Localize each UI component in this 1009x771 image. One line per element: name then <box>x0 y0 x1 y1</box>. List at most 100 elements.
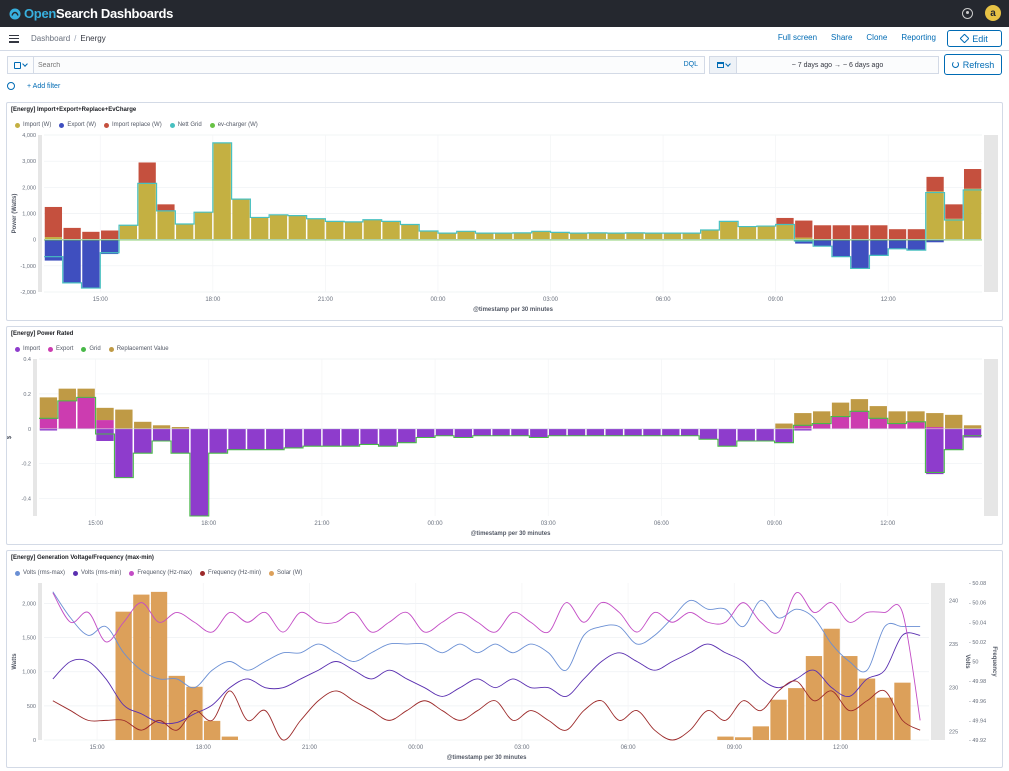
bar-solar <box>841 656 858 740</box>
bar-import <box>513 232 532 240</box>
bar-import <box>115 428 133 478</box>
legend-dot <box>15 346 20 352</box>
bar-solar <box>168 675 185 740</box>
bar-export <box>926 427 944 429</box>
bar-solar <box>805 656 823 740</box>
x-tick-label: 15:00 <box>88 521 104 527</box>
bar-import <box>382 221 400 240</box>
edit-button[interactable]: Edit <box>947 30 1002 47</box>
bar-replacement-value <box>58 388 76 401</box>
legend-item[interactable]: Solar (W) <box>269 570 302 576</box>
bar-import-replace <box>795 220 813 238</box>
y-tick-label: 1,000 <box>22 212 36 218</box>
bar-export <box>832 239 850 257</box>
bar-import-replace <box>157 204 175 211</box>
legend-item[interactable]: ev-charger (W) <box>209 122 258 128</box>
x-tick-label: 03:00 <box>514 745 530 751</box>
legend-item[interactable]: Export <box>48 346 73 352</box>
legend-dot <box>108 346 114 352</box>
legend-item[interactable]: Replacement Value <box>108 346 169 352</box>
range-edge-right <box>984 359 998 516</box>
bar-import <box>680 428 699 436</box>
bar-solar <box>735 737 752 740</box>
date-arrow: → <box>834 61 841 69</box>
bar-replacement-value <box>152 425 171 429</box>
bar-import <box>701 229 719 240</box>
date-from[interactable]: ~ 7 days ago <box>791 61 833 69</box>
app-header: Dashboard / Energy Full screen Share Clo… <box>0 27 1009 51</box>
bar-import <box>134 428 152 454</box>
dql-toggle[interactable]: DQL <box>683 61 698 68</box>
add-filter-button[interactable]: + Add filter <box>27 82 61 90</box>
legend-item[interactable]: Export (W) <box>59 122 96 128</box>
bar-import-replace <box>776 217 794 225</box>
bar-replacement-value <box>794 413 812 426</box>
line-volts-min <box>52 632 921 725</box>
x-tick-label: 15:00 <box>93 297 109 303</box>
legend-item[interactable]: Frequency (Hz-max) <box>129 570 192 576</box>
legend-item[interactable]: Import (W) <box>15 122 51 128</box>
bar-import <box>326 221 344 240</box>
line-frequency-min <box>52 680 921 741</box>
bar-import <box>511 428 529 436</box>
clone-link[interactable]: Clone <box>866 33 888 42</box>
filter-icon[interactable] <box>7 82 15 90</box>
bar-replacement-value <box>115 409 133 429</box>
x-tick-label: 03:00 <box>543 297 559 303</box>
legend-item[interactable]: Grid <box>81 346 101 352</box>
x-tick-label: 09:00 <box>768 297 784 303</box>
legend-item[interactable]: Import <box>15 346 40 352</box>
bar-import <box>266 428 284 450</box>
search-input[interactable] <box>38 61 638 69</box>
bar-import <box>398 428 416 443</box>
legend-label: Volts (rms-min) <box>81 570 122 576</box>
bar-import <box>626 232 644 240</box>
reporting-link[interactable]: Reporting <box>901 33 936 42</box>
bar-import-replace <box>82 231 100 240</box>
bar-solar <box>823 628 840 740</box>
help-icon[interactable] <box>962 7 973 19</box>
refresh-button[interactable]: Refresh <box>944 54 1002 75</box>
full-screen-link[interactable]: Full screen <box>777 33 818 42</box>
bar-import-replace <box>63 227 81 240</box>
bar-import-replace <box>963 169 982 189</box>
volts-tick-label: 230 <box>949 686 958 692</box>
opensearch-logo[interactable]: OpenSearch Dashboards <box>9 6 173 21</box>
frequency-tick-label: - 50.04 <box>969 620 986 626</box>
line-volts-max <box>52 591 921 689</box>
bar-export <box>58 400 76 429</box>
bar-solar <box>717 736 734 740</box>
y-tick-label: 2,000 <box>22 185 36 191</box>
bar-import <box>119 225 138 240</box>
share-link[interactable]: Share <box>831 33 853 42</box>
saved-query-button[interactable] <box>8 57 34 73</box>
bar-import <box>190 428 208 516</box>
bar-replacement-value <box>907 411 925 422</box>
y-tick-label: 2,000 <box>22 601 36 607</box>
bar-import <box>416 428 435 438</box>
bar-import <box>738 226 757 240</box>
menu-icon[interactable] <box>9 34 19 43</box>
legend-item[interactable]: Frequency (Hz-min) <box>200 570 261 576</box>
breadcrumb-dashboard[interactable]: Dashboard <box>31 34 71 43</box>
legend-item[interactable]: Import replace (W) <box>104 122 162 128</box>
bar-import <box>586 428 605 436</box>
top-nav-bar: OpenSearch Dashboards a <box>0 0 1009 27</box>
bar-import <box>435 428 454 436</box>
legend-item[interactable]: Nett Grid <box>169 122 202 128</box>
legend-item[interactable]: Volts (rms-max) <box>15 570 65 576</box>
y-tick-label: -1,000 <box>20 264 36 270</box>
legend-item[interactable]: Volts (rms-min) <box>73 570 121 576</box>
y-tick-label: 1,500 <box>22 636 36 642</box>
x-tick-label: 21:00 <box>318 297 334 303</box>
bar-import <box>344 221 363 240</box>
quick-select-button[interactable] <box>710 57 737 73</box>
user-avatar[interactable]: a <box>985 5 1001 21</box>
x-tick-label: 15:00 <box>90 745 106 751</box>
bar-import <box>926 191 944 240</box>
y-tick-label: 0 <box>33 238 36 244</box>
breadcrumb: Dashboard / Energy <box>31 34 106 43</box>
date-to[interactable]: ~ 6 days ago <box>842 61 884 69</box>
bar-import-replace <box>101 230 119 240</box>
bar-import <box>176 223 194 240</box>
